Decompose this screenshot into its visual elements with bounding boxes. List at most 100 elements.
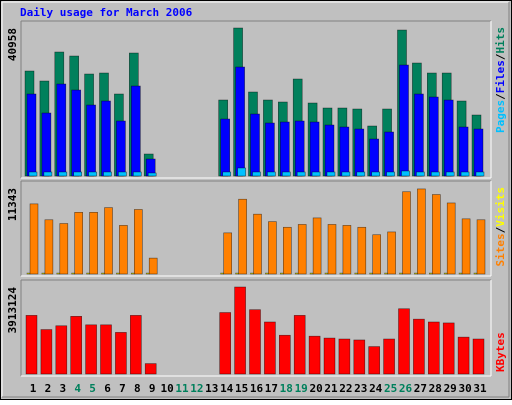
x-tick-label: 17 — [265, 382, 278, 395]
bar — [309, 272, 314, 275]
bar — [457, 336, 470, 375]
bar — [145, 272, 150, 275]
legend: Sites/Visits — [494, 187, 507, 267]
bar — [25, 315, 38, 375]
bar — [323, 337, 336, 375]
legend-separator: / — [494, 93, 507, 100]
bar — [413, 318, 425, 375]
y-tick-label: 3913124 — [6, 287, 19, 334]
x-tick-label: 9 — [149, 382, 156, 395]
bar — [458, 272, 463, 275]
bar — [40, 329, 53, 375]
legend-separator: / — [494, 226, 507, 233]
bar — [119, 225, 128, 275]
bar — [281, 171, 291, 177]
bar — [130, 315, 142, 375]
bar — [398, 308, 410, 375]
bar — [353, 339, 366, 375]
bar — [384, 272, 388, 275]
bar — [311, 171, 321, 177]
bar — [73, 171, 82, 177]
bar — [475, 171, 485, 177]
legend-entry: Hits — [494, 27, 507, 54]
x-tick-label: 11 — [175, 382, 189, 395]
bar — [442, 322, 455, 375]
bar — [445, 171, 455, 177]
bar — [371, 171, 381, 177]
bar — [131, 272, 135, 275]
legend-separator: / — [494, 53, 507, 60]
bar — [222, 171, 231, 177]
bar — [324, 124, 335, 177]
bar — [235, 272, 239, 275]
bar — [89, 211, 98, 275]
bar — [383, 338, 395, 375]
x-tick-label: 10 — [160, 382, 173, 395]
bar — [26, 93, 37, 177]
bar — [472, 338, 485, 375]
bar — [297, 224, 307, 275]
bar — [116, 120, 126, 177]
x-tick-label: 13 — [205, 382, 218, 395]
y-tick-label: 11343 — [6, 188, 19, 221]
bar — [220, 272, 224, 275]
bar — [131, 85, 141, 177]
bar — [414, 93, 424, 177]
bar — [265, 272, 269, 275]
bar — [279, 272, 284, 275]
bar — [458, 126, 469, 177]
bar — [387, 231, 396, 275]
bar — [428, 96, 439, 177]
x-tick-label: 19 — [295, 382, 308, 395]
bar — [473, 128, 484, 177]
x-tick-label: 26 — [399, 382, 413, 395]
bar — [339, 272, 344, 275]
x-tick-label: 29 — [444, 382, 457, 395]
bar — [235, 66, 245, 177]
bar — [220, 118, 230, 177]
chart-title: Daily usage for March 2006 — [20, 6, 193, 19]
bar — [308, 335, 321, 375]
bar — [88, 171, 97, 177]
bar — [446, 202, 456, 275]
bar — [103, 171, 112, 177]
bar — [264, 321, 276, 375]
x-tick-label: 8 — [134, 382, 141, 395]
bar — [101, 100, 111, 177]
bar — [223, 232, 232, 275]
bar — [265, 122, 275, 177]
bar — [339, 126, 350, 177]
bar — [58, 171, 68, 177]
bar — [148, 257, 158, 275]
bar — [399, 64, 409, 177]
bar — [461, 218, 471, 275]
bar — [253, 213, 262, 275]
bar — [476, 219, 486, 275]
bar — [430, 171, 440, 177]
bar — [71, 272, 75, 275]
bar — [427, 321, 440, 375]
bar — [71, 89, 81, 177]
bar — [293, 315, 306, 375]
bar — [356, 171, 366, 177]
y-tick-label: 40958 — [6, 28, 19, 61]
bar — [250, 113, 260, 177]
bar — [219, 312, 231, 375]
bar — [443, 272, 448, 275]
bar — [41, 112, 52, 177]
legend: KBytes — [494, 332, 507, 372]
legend: Pages/Files/Hits — [494, 27, 507, 133]
bar — [101, 272, 105, 275]
x-tick-label: 1 — [30, 382, 37, 395]
bar — [41, 272, 46, 275]
bar — [342, 225, 352, 275]
bar — [249, 309, 261, 375]
bar — [28, 171, 38, 177]
x-tick-label: 31 — [473, 382, 487, 395]
bar — [384, 131, 394, 177]
bar — [104, 207, 113, 275]
bar — [100, 324, 112, 375]
bar — [294, 120, 305, 177]
bar — [338, 338, 351, 375]
bar — [250, 272, 254, 275]
